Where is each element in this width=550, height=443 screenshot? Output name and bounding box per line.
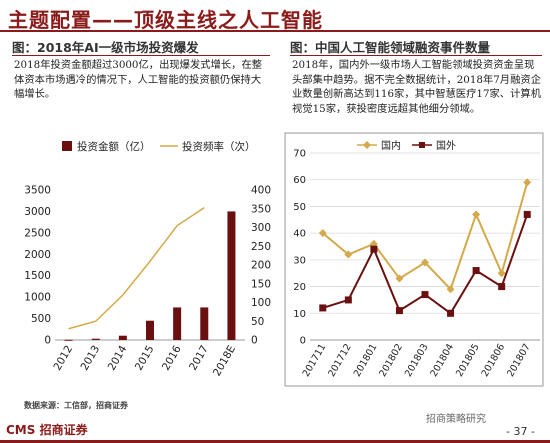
legend-marker-domestic (363, 141, 371, 149)
bar-amount (173, 307, 182, 340)
bar-amount (227, 211, 236, 340)
y-tick-label: 70 (293, 149, 306, 160)
brand-logo: CMS 招商证券 (6, 423, 88, 437)
x-tick-label: 201802 (377, 342, 405, 379)
point-foreign (319, 304, 327, 312)
page-title: 主题配置——顶级主线之人工智能 (8, 8, 323, 32)
bar-amount (146, 320, 154, 340)
y-tick-label: 20 (293, 282, 306, 293)
line-domestic (322, 182, 529, 292)
legend-label-domestic: 国内 (381, 139, 401, 152)
point-foreign (447, 309, 455, 317)
title-rule (0, 30, 550, 32)
x-tick-label: 201804 (428, 342, 456, 379)
y-left-tick-label: 2000 (24, 249, 51, 261)
legend-swatch-amount (62, 141, 72, 151)
point-foreign (498, 283, 506, 291)
page-number: - 37 - (506, 425, 535, 438)
x-tick-label: 201807 (505, 342, 533, 379)
wechat-watermark: 招商策略研究 (426, 414, 486, 425)
left-heading-rule (12, 55, 270, 56)
y-right-tick-label: 350 (251, 203, 271, 215)
point-domestic (497, 269, 506, 278)
chart-frame (284, 132, 544, 387)
point-domestic (421, 258, 429, 267)
x-tick-label: 201711 (301, 342, 329, 379)
legend-marker-foreign (419, 142, 425, 148)
left-chart-heading: 图：2018年AI一级市场投资爆发 (12, 40, 199, 55)
point-foreign (370, 245, 378, 253)
point-domestic (318, 229, 327, 238)
bar-amount (200, 307, 209, 340)
x-tick-label: 201803 (403, 342, 431, 379)
y-left-tick-label: 500 (31, 313, 51, 325)
data-source: 数据来源：工信部，招商证券 (24, 401, 128, 410)
x-tick-label: 201712 (326, 342, 354, 379)
right-heading-rule (290, 55, 542, 56)
bottom-rule (0, 440, 550, 443)
point-foreign (472, 267, 480, 275)
y-right-tick-label: 0 (251, 335, 258, 347)
point-domestic (344, 250, 353, 259)
point-domestic (523, 178, 532, 187)
y-right-tick-label: 300 (251, 222, 271, 234)
point-foreign (523, 210, 531, 218)
left-paragraph: 2018年投资金额超过3000亿，出现爆发式增长，在整体资本市场遇冷的情况下，人… (14, 59, 263, 100)
x-tick-label: 201805 (454, 342, 482, 379)
y-left-tick-label: 3000 (24, 206, 51, 218)
line-frequency (68, 206, 205, 330)
y-tick-label: 30 (293, 255, 306, 266)
point-foreign (395, 307, 403, 315)
y-right-tick-label: 100 (251, 297, 271, 309)
y-right-tick-label: 200 (251, 260, 271, 272)
y-left-tick-label: 2500 (24, 227, 51, 239)
point-domestic (395, 274, 404, 283)
y-right-tick-label: 50 (251, 316, 264, 328)
x-tick-label: 201801 (352, 342, 380, 379)
y-tick-label: 60 (293, 175, 306, 186)
y-tick-label: 10 (293, 309, 306, 320)
legend-label-foreign: 国外 (436, 140, 456, 152)
y-right-tick-label: 150 (251, 278, 271, 290)
bar-amount (64, 339, 73, 341)
point-foreign (421, 291, 429, 299)
y-left-tick-label: 3500 (24, 185, 51, 197)
y-right-tick-label: 400 (251, 185, 271, 197)
y-left-tick-label: 1000 (24, 292, 51, 304)
x-tick-label: 201806 (480, 342, 508, 379)
y-tick-label: 0 (300, 336, 306, 347)
y-tick-label: 50 (293, 202, 306, 213)
y-tick-label: 40 (293, 229, 306, 240)
bar-amount (118, 335, 127, 340)
point-foreign (344, 296, 352, 304)
y-right-tick-label: 250 (251, 241, 271, 253)
bar-amount (91, 338, 100, 340)
point-domestic (472, 210, 481, 219)
legend-label-amount: 投资金额（亿） (77, 140, 151, 153)
y-left-tick-label: 1500 (24, 270, 51, 282)
y-left-tick-label: 0 (44, 335, 51, 347)
point-domestic (446, 285, 455, 294)
legend-label-frequency: 投资频率（次） (182, 140, 256, 153)
right-paragraph: 2018年，国内外一级市场人工智能领域投资资金呈现头部集中趋势。据不完全数据统计… (292, 59, 541, 115)
right-chart-heading: 图：中国人工智能领域融资事件数量 (290, 40, 491, 55)
